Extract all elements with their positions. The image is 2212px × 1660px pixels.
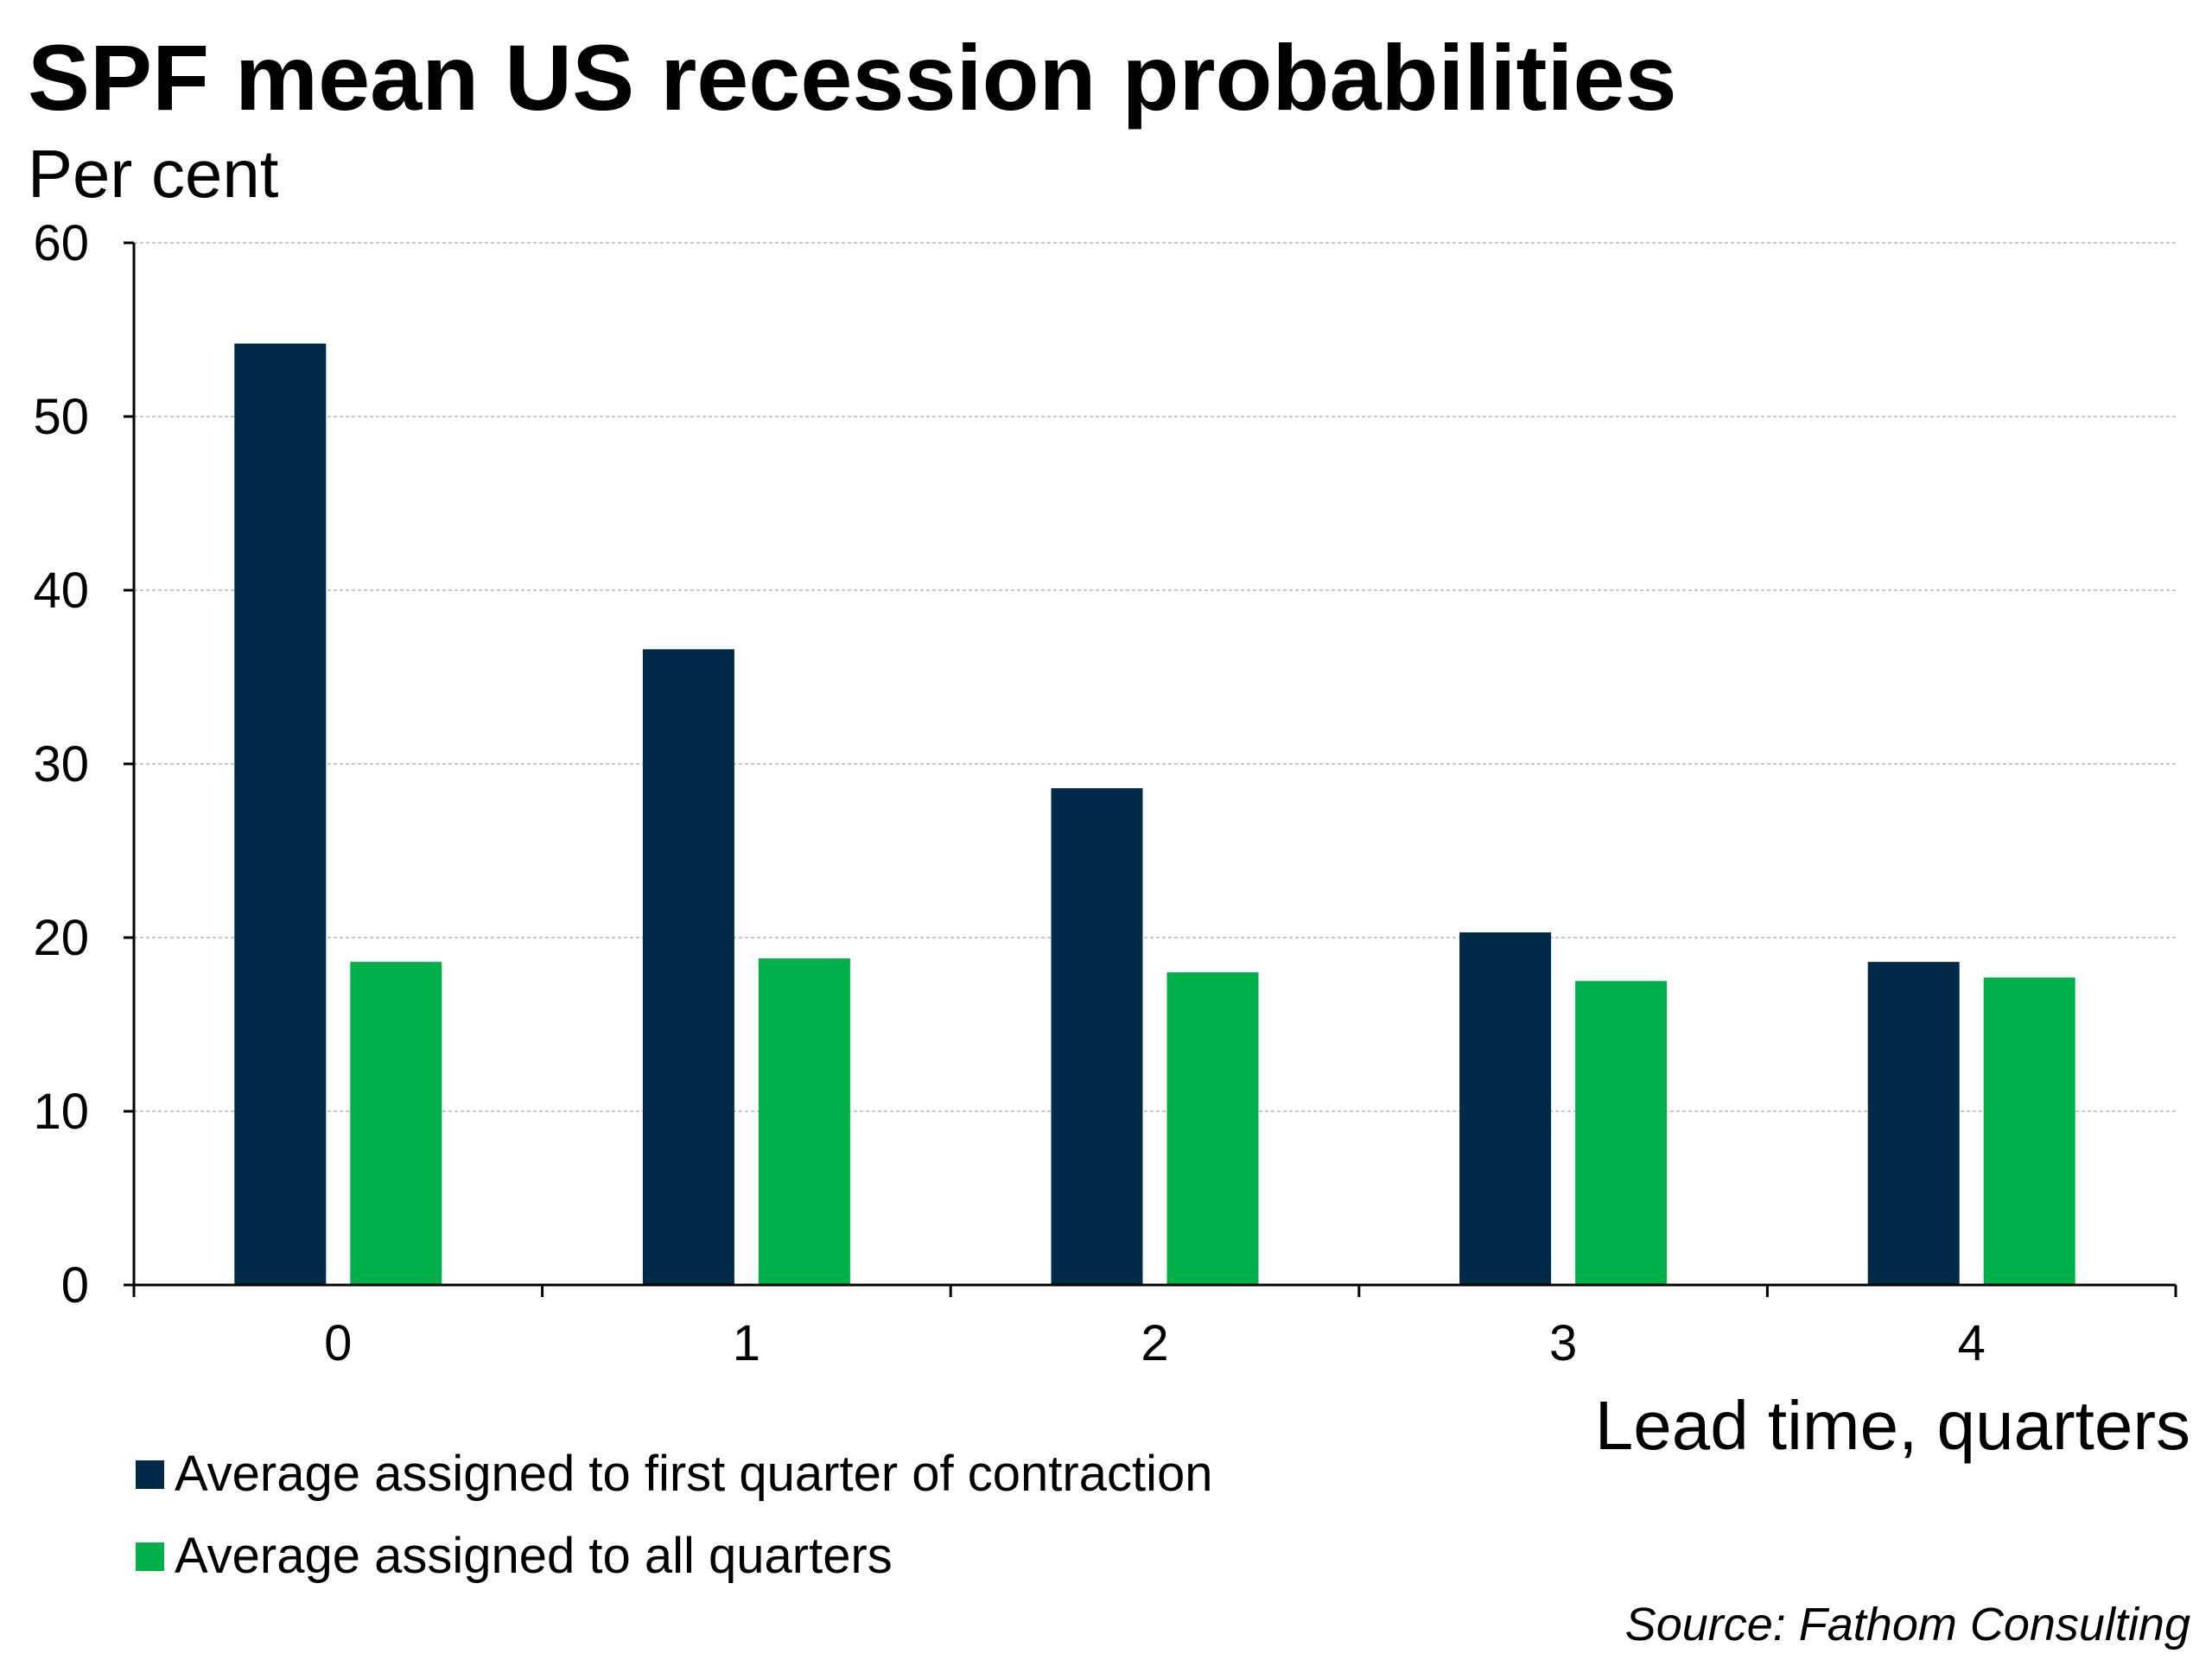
y-tick-label-30: 30 bbox=[33, 736, 89, 792]
x-tick-label-1: 1 bbox=[733, 1315, 760, 1371]
x-tick-label-3: 3 bbox=[1549, 1315, 1577, 1371]
bar-series1-cat-4 bbox=[1867, 962, 1960, 1285]
y-tick-label-0: 0 bbox=[61, 1257, 89, 1313]
y-axis-unit-label: Per cent bbox=[28, 136, 279, 212]
legend-swatch-series2 bbox=[136, 1542, 164, 1571]
gridlines bbox=[134, 242, 2176, 1112]
y-tick-label-50: 50 bbox=[33, 389, 89, 445]
bar-series1-cat-0 bbox=[234, 343, 327, 1286]
legend-label-series2: Average assigned to all quarters bbox=[175, 1528, 893, 1584]
x-tick-label-0: 0 bbox=[324, 1315, 352, 1371]
x-axis-ticks: 0 1 2 3 4 bbox=[132, 1285, 2177, 1371]
bar-series1-cat-1 bbox=[642, 649, 734, 1285]
y-tick-label-60: 60 bbox=[33, 215, 89, 271]
chart-title: SPF mean US recession probabilities bbox=[28, 25, 1677, 130]
bars bbox=[234, 343, 2075, 1286]
bar-series2-cat-1 bbox=[758, 958, 850, 1285]
bar-series2-cat-4 bbox=[1983, 977, 2075, 1285]
y-tick-label-40: 40 bbox=[33, 563, 89, 619]
source-note: Source: Fathom Consulting bbox=[1625, 1599, 2190, 1650]
y-axis-ticks: 0 10 20 30 40 50 60 bbox=[33, 215, 134, 1313]
y-tick-label-10: 10 bbox=[33, 1084, 89, 1140]
bar-series1-cat-3 bbox=[1459, 932, 1552, 1285]
bar-series2-cat-2 bbox=[1166, 972, 1259, 1285]
bar-series2-cat-3 bbox=[1575, 981, 1668, 1285]
bar-series2-cat-0 bbox=[350, 962, 442, 1285]
legend-swatch-series1 bbox=[136, 1460, 164, 1489]
x-tick-label-2: 2 bbox=[1141, 1315, 1168, 1371]
x-tick-label-4: 4 bbox=[1958, 1315, 1986, 1371]
legend: Average assigned to first quarter of con… bbox=[136, 1446, 1213, 1584]
legend-label-series1: Average assigned to first quarter of con… bbox=[175, 1446, 1213, 1502]
x-axis-title: Lead time, quarters bbox=[1595, 1387, 2190, 1464]
bar-series1-cat-2 bbox=[1051, 788, 1143, 1285]
y-tick-label-20: 20 bbox=[33, 910, 89, 966]
axes bbox=[132, 243, 2176, 1287]
